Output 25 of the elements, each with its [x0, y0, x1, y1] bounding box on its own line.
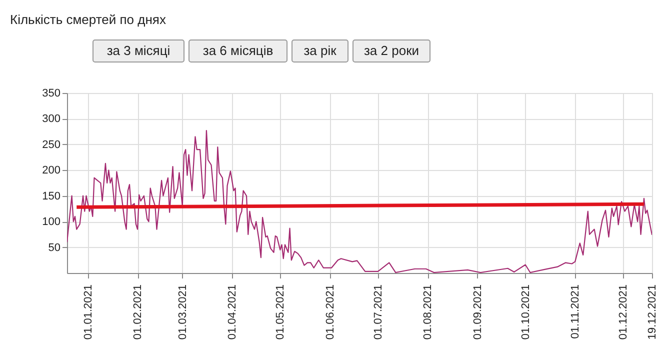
x-tick-label: 01.05.2021 [274, 284, 287, 340]
x-tick-label: 19.12.2021 [646, 284, 658, 340]
x-tick-label: 01.08.2021 [422, 284, 434, 340]
x-tick-label: 01.10.2021 [520, 284, 532, 340]
text: за 3 місяці [106, 43, 170, 58]
x-tick-label: 01.03.2021 [176, 284, 189, 340]
y-tick-label: 300 [42, 113, 60, 126]
y-tick-label: 50 [48, 242, 60, 254]
text: за рік [304, 43, 337, 58]
x-tick-label: 01.06.2021 [324, 284, 336, 340]
x-tick-label: 01.04.2021 [226, 284, 239, 340]
x-tick-label: 01.01.2021 [82, 284, 94, 340]
x-tick-label: 01.07.2021 [372, 284, 384, 340]
chart-title: Кількість смертей по днях [10, 12, 166, 27]
y-tick-label: 250 [42, 138, 60, 151]
y-tick-label: 200 [42, 164, 60, 177]
text: за 2 роки [364, 43, 420, 58]
y-tick-label: 150 [42, 190, 60, 202]
x-tick-label: 01.09.2021 [472, 284, 484, 340]
x-tick-label: 01.11.2021 [570, 284, 582, 339]
y-tick-label: 100 [42, 216, 60, 228]
text: за 6 місяців [202, 43, 274, 58]
x-tick-label: 01.12.2021 [618, 284, 630, 340]
y-tick-label: 350 [42, 88, 60, 100]
x-tick-label: 01.02.2021 [132, 284, 144, 340]
